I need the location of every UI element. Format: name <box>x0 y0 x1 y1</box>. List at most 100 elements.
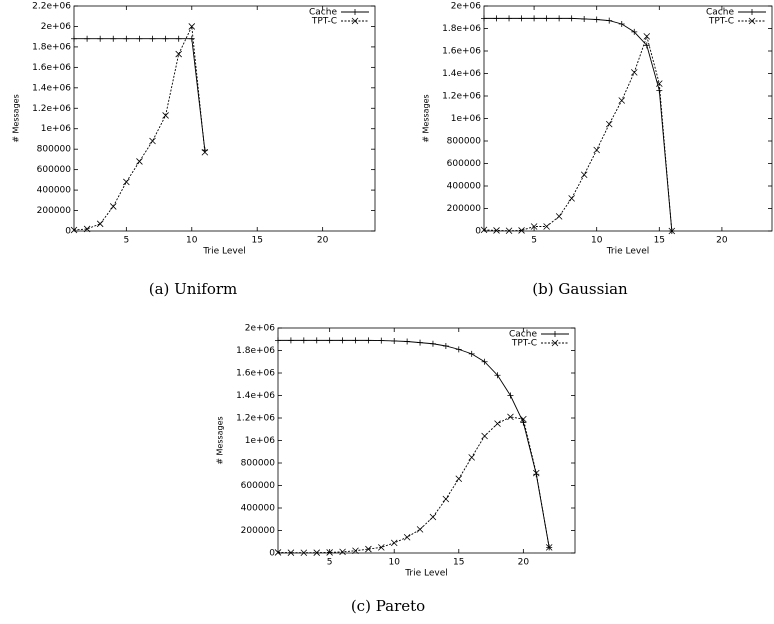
marker <box>313 337 320 344</box>
marker <box>593 146 600 154</box>
marker <box>287 337 294 344</box>
chart: 0 200000 400000 600000 800000 1e+06 1.2e+06 1.4… <box>422 2 773 298</box>
series-line <box>278 339 550 548</box>
marker <box>631 28 638 35</box>
marker <box>668 227 676 235</box>
y-tick-label: 1.2e+06 <box>442 92 481 102</box>
marker <box>581 15 588 22</box>
marker <box>274 549 282 556</box>
x-axis-label: Trie Level <box>404 569 448 579</box>
legend-label: TPT-C <box>311 17 337 27</box>
y-tick-label: 1e+06 <box>451 114 482 124</box>
y-tick-label: 1e+06 <box>245 436 276 446</box>
legend-label: TPT-C <box>511 339 537 349</box>
marker <box>275 337 281 344</box>
marker <box>493 15 500 22</box>
marker <box>300 337 307 344</box>
legend-label: TPT-C <box>708 17 734 27</box>
marker <box>551 339 559 347</box>
x-tick-label: 15 <box>654 236 665 246</box>
marker <box>352 547 359 555</box>
marker <box>339 337 346 344</box>
marker <box>149 137 156 145</box>
x-tick-label: 5 <box>327 558 333 568</box>
marker <box>378 544 385 551</box>
marker <box>403 533 411 541</box>
y-tick-label: 0 <box>269 549 275 559</box>
marker <box>365 337 372 344</box>
marker <box>378 337 385 344</box>
marker <box>656 80 663 87</box>
marker <box>71 35 77 42</box>
chart: 0 200000 400000 600000 800000 1e+06 1.2e+06 1.4… <box>216 324 576 615</box>
y-tick-label: 2e+06 <box>41 22 72 32</box>
marker <box>606 17 613 24</box>
y-tick-label: 200000 <box>37 206 72 216</box>
y-tick-label: 800000 <box>37 145 72 155</box>
marker <box>580 171 588 179</box>
marker <box>83 225 91 233</box>
marker <box>494 372 501 379</box>
x-tick-label: 20 <box>518 558 530 568</box>
marker <box>493 227 500 234</box>
y-axis-label: # Messages <box>422 94 431 142</box>
marker <box>481 432 488 440</box>
marker <box>326 549 333 556</box>
marker <box>175 50 182 58</box>
marker <box>507 413 514 421</box>
x-axis-label: Trie Level <box>606 247 650 257</box>
marker <box>507 392 514 399</box>
y-tick-label: 800000 <box>447 137 482 147</box>
marker <box>429 340 436 347</box>
marker <box>326 337 333 344</box>
y-tick-label: 1.6e+06 <box>442 47 481 57</box>
legend-label: Cache <box>309 8 337 18</box>
marker <box>404 338 411 345</box>
marker <box>543 223 550 230</box>
marker <box>748 17 756 25</box>
marker <box>494 420 501 427</box>
marker <box>365 545 372 553</box>
y-tick-label: 200000 <box>241 526 276 536</box>
marker <box>643 33 651 40</box>
marker <box>70 226 78 234</box>
y-tick-label: 200000 <box>447 204 482 214</box>
x-tick-label: 15 <box>251 236 262 246</box>
legend-label: Cache <box>706 8 734 18</box>
marker <box>110 35 117 42</box>
marker <box>84 35 91 42</box>
marker <box>390 539 398 547</box>
marker <box>442 495 450 503</box>
x-tick-label: 10 <box>388 558 400 568</box>
series-line <box>484 17 673 232</box>
marker <box>188 35 195 42</box>
y-tick-label: 600000 <box>241 481 276 491</box>
caption: (a) Uniform <box>149 280 238 298</box>
y-tick-label: 400000 <box>37 186 72 196</box>
marker <box>518 227 525 234</box>
marker <box>543 15 550 22</box>
plot-frame <box>483 5 773 232</box>
marker <box>300 549 308 557</box>
y-tick-label: 1.2e+06 <box>32 104 71 114</box>
y-tick-label: 0 <box>475 227 481 237</box>
marker <box>442 343 449 349</box>
plot-frame <box>277 327 576 554</box>
series-line <box>277 416 550 554</box>
y-tick-label: 800000 <box>241 459 276 469</box>
marker <box>481 15 487 22</box>
caption: (c) Pareto <box>351 597 425 615</box>
marker <box>518 15 525 22</box>
marker <box>313 549 321 556</box>
marker <box>468 350 475 357</box>
x-tick-label: 15 <box>453 558 464 568</box>
x-tick-label: 20 <box>317 236 329 246</box>
y-tick-label: 400000 <box>447 182 482 192</box>
marker <box>123 178 130 186</box>
marker <box>188 23 196 30</box>
marker <box>520 415 527 423</box>
marker <box>481 358 488 365</box>
marker <box>287 549 295 556</box>
legend-label: Cache <box>509 330 537 340</box>
y-tick-label: 2e+06 <box>245 324 276 334</box>
